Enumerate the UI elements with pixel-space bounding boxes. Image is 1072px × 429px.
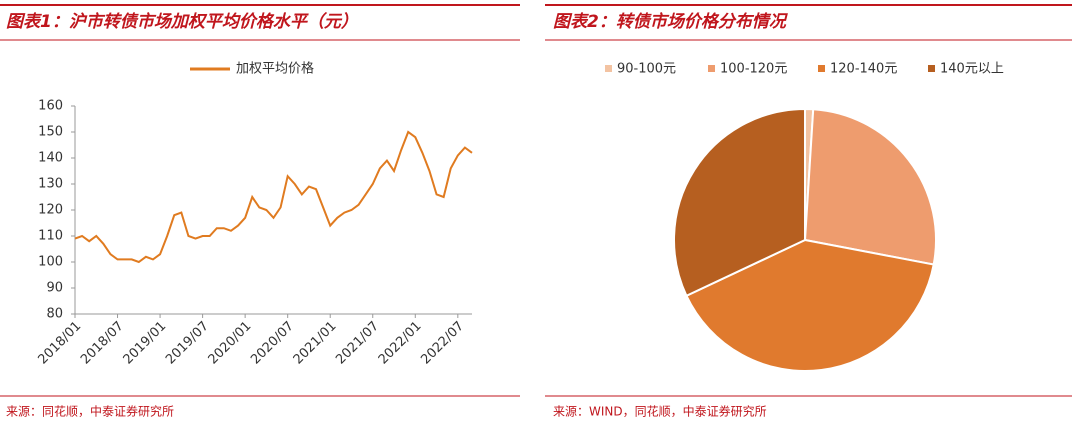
chart-title: 图表1：沪市转债市场加权平均价格水平（元）	[6, 12, 358, 32]
legend-swatch	[708, 65, 715, 72]
y-tick-label: 140	[38, 151, 63, 166]
line	[74, 130, 473, 264]
legend-label: 120-140元	[830, 62, 897, 77]
y-tick-label: 160	[38, 99, 63, 114]
legend-label: 140元以上	[940, 62, 1004, 77]
y-tick-label: 80	[46, 307, 63, 322]
source: 来源：WIND，同花顺，中泰证券研究所	[553, 404, 767, 419]
y-tick-label: 130	[38, 177, 63, 192]
y-tick-label: 110	[38, 229, 63, 244]
pie-slice	[803, 108, 937, 266]
source: 来源：同花顺，中泰证券研究所	[6, 404, 174, 419]
chart-title: 图表2：转债市场价格分布情况	[553, 12, 789, 32]
y-tick-label: 120	[38, 203, 63, 218]
y-tick-label: 90	[46, 281, 63, 296]
legend-swatch	[818, 65, 825, 72]
legend-label: 加权平均价格	[236, 61, 314, 77]
y-tick-label: 100	[38, 255, 63, 270]
legend-swatch	[605, 65, 612, 72]
legend-swatch	[928, 65, 935, 72]
y-tick-label: 150	[38, 125, 63, 140]
legend-label: 100-120元	[720, 62, 787, 77]
pie-slice	[685, 238, 935, 372]
pie-slice	[673, 107, 806, 298]
legend-label: 90-100元	[617, 62, 676, 77]
